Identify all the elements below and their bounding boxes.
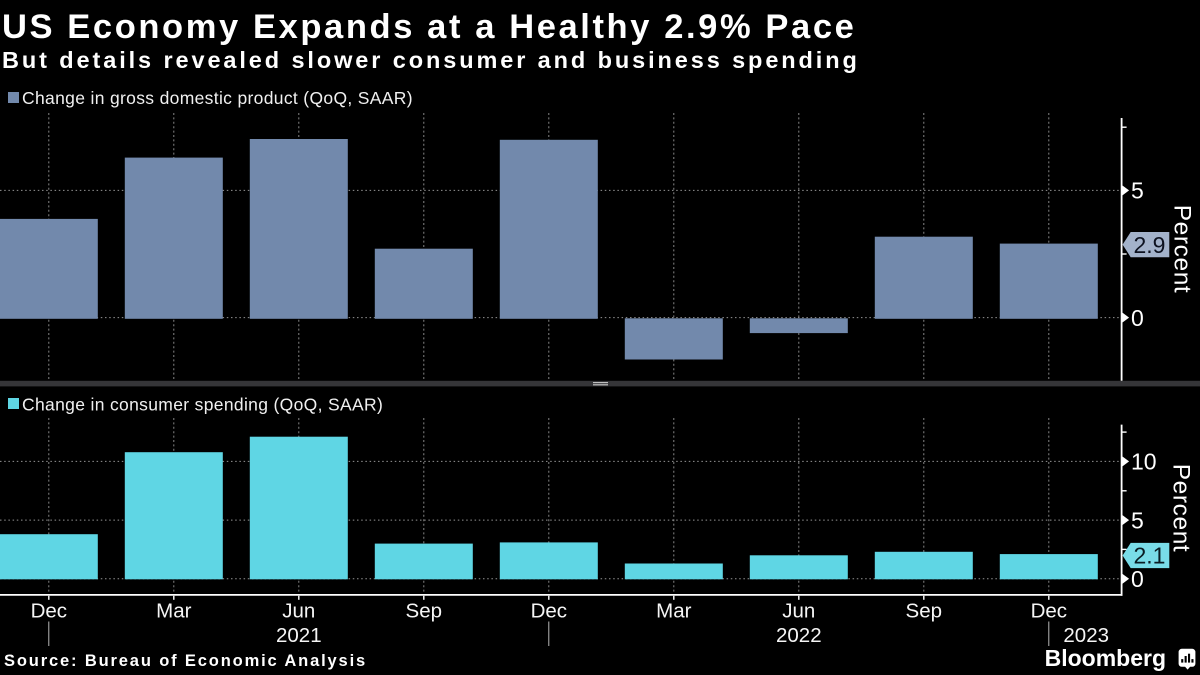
svg-text:Source: Bureau of Economic Ana: Source: Bureau of Economic Analysis bbox=[4, 652, 367, 670]
svg-text:5: 5 bbox=[1131, 507, 1144, 533]
svg-text:But details revealed slower co: But details revealed slower consumer and… bbox=[2, 47, 860, 73]
svg-text:Sep: Sep bbox=[906, 600, 942, 623]
svg-text:0: 0 bbox=[1131, 566, 1144, 592]
svg-text:2.1: 2.1 bbox=[1134, 543, 1166, 569]
svg-text:0: 0 bbox=[1131, 305, 1144, 331]
svg-text:10: 10 bbox=[1131, 449, 1157, 475]
svg-text:US Economy Expands at a Health: US Economy Expands at a Healthy 2.9% Pac… bbox=[2, 8, 856, 46]
svg-text:Bloomberg: Bloomberg bbox=[1045, 645, 1166, 671]
svg-text:Dec: Dec bbox=[31, 600, 67, 623]
svg-text:Mar: Mar bbox=[656, 600, 691, 623]
svg-text:Mar: Mar bbox=[156, 600, 191, 623]
svg-text:Jun: Jun bbox=[782, 600, 815, 623]
svg-text:2021: 2021 bbox=[276, 624, 322, 647]
svg-text:Percent: Percent bbox=[1168, 464, 1195, 553]
svg-text:Percent: Percent bbox=[1169, 205, 1196, 294]
svg-text:Sep: Sep bbox=[406, 600, 442, 623]
svg-text:5: 5 bbox=[1131, 178, 1144, 204]
svg-text:Jun: Jun bbox=[282, 600, 315, 623]
svg-text:Dec: Dec bbox=[1031, 600, 1067, 623]
svg-text:2022: 2022 bbox=[776, 624, 822, 647]
svg-text:2023: 2023 bbox=[1063, 624, 1109, 647]
svg-text:Change in gross domestic produ: Change in gross domestic product (QoQ, S… bbox=[22, 88, 413, 108]
svg-text:Change in consumer spending (Q: Change in consumer spending (QoQ, SAAR) bbox=[22, 394, 383, 414]
svg-text:Dec: Dec bbox=[531, 600, 567, 623]
svg-text:2.9: 2.9 bbox=[1134, 232, 1166, 258]
